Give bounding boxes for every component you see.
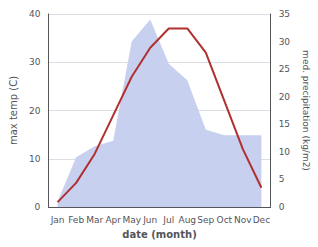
svg-text:Jan: Jan <box>50 215 65 225</box>
svg-text:10: 10 <box>29 154 41 164</box>
svg-text:Jun: Jun <box>142 215 157 225</box>
svg-text:Aug: Aug <box>178 215 196 225</box>
svg-text:Feb: Feb <box>68 215 84 225</box>
svg-text:30: 30 <box>29 57 41 67</box>
svg-text:20: 20 <box>29 106 41 116</box>
svg-text:May: May <box>122 215 141 225</box>
svg-text:0: 0 <box>279 202 285 212</box>
svg-text:Oct: Oct <box>217 215 233 225</box>
svg-text:Apr: Apr <box>105 215 121 225</box>
svg-text:20: 20 <box>279 92 291 102</box>
svg-text:Sep: Sep <box>197 215 214 225</box>
svg-text:5: 5 <box>279 174 285 184</box>
svg-text:date (month): date (month) <box>122 229 196 240</box>
svg-text:Dec: Dec <box>253 215 270 225</box>
svg-text:10: 10 <box>279 147 291 157</box>
svg-text:30: 30 <box>279 37 291 47</box>
svg-text:15: 15 <box>279 119 290 129</box>
svg-text:Jul: Jul <box>162 215 174 225</box>
svg-text:0: 0 <box>35 202 41 212</box>
svg-text:40: 40 <box>29 9 41 19</box>
svg-text:Nov: Nov <box>234 215 252 225</box>
svg-text:Mar: Mar <box>86 215 103 225</box>
svg-text:med. precipitation (kg/m2): med. precipitation (kg/m2) <box>301 50 311 171</box>
svg-text:25: 25 <box>279 64 290 74</box>
svg-text:35: 35 <box>279 9 290 19</box>
svg-text:max temp (C): max temp (C) <box>8 76 19 145</box>
